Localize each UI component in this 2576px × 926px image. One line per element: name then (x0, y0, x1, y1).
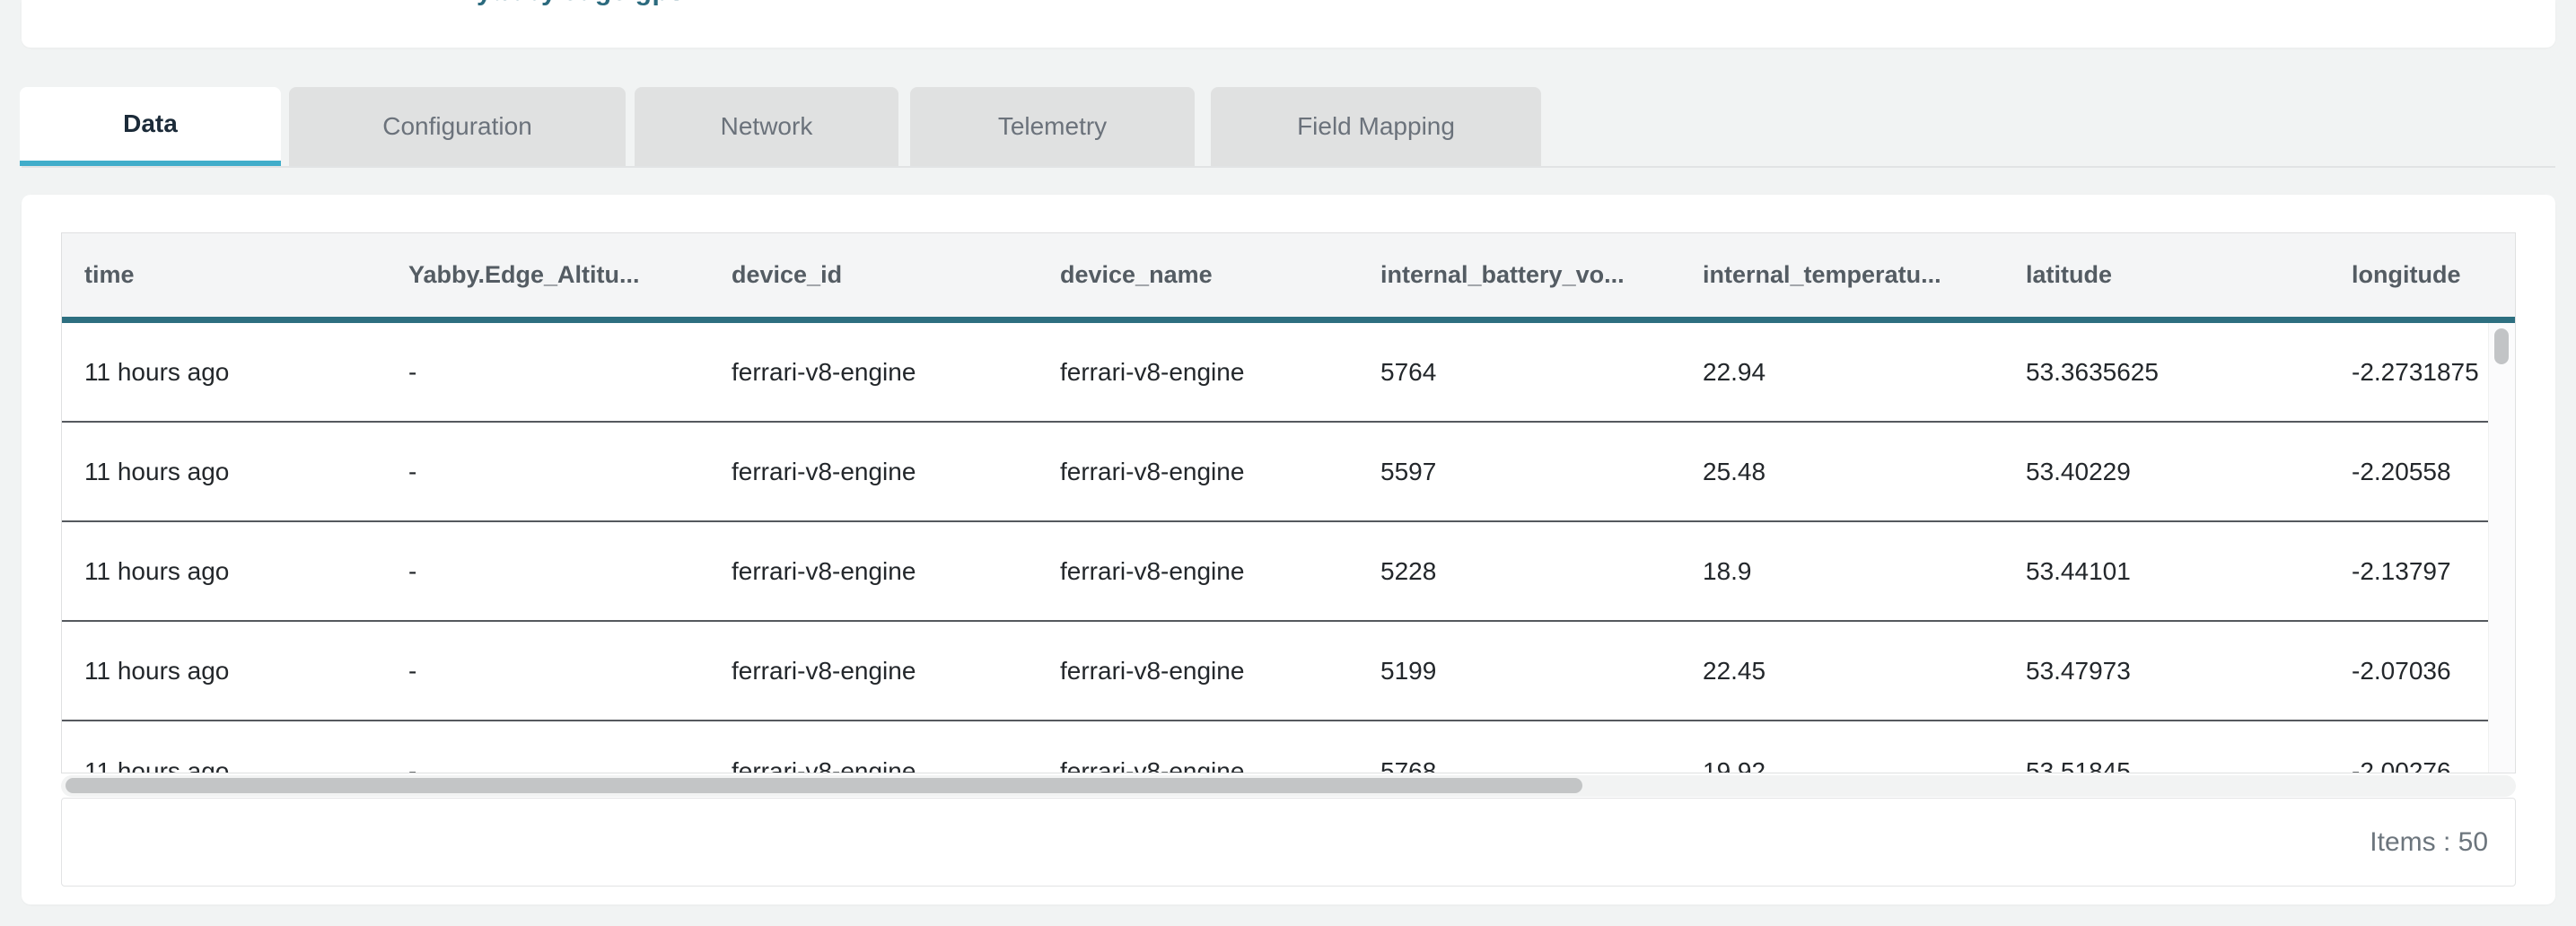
table-row[interactable]: 11 hours ago - ferrari-v8-engine ferrari-v8… (62, 721, 2515, 773)
data-tab-panel: time Yabby.Edge_Altitu... device_id device_… (22, 195, 2555, 904)
tab-network[interactable]: Network (635, 87, 898, 166)
table-cell: 11 hours ago (84, 656, 230, 685)
table-cell: - (408, 656, 417, 685)
table-cell: -2.2731875 (2352, 357, 2479, 386)
column-header: latitude (2026, 261, 2113, 288)
column-header: device_name (1060, 261, 1213, 288)
table-row[interactable]: 11 hours ago - ferrari-v8-engine ferrari-v8… (62, 423, 2515, 522)
table-cell: 11 hours ago (84, 357, 230, 386)
column-header: internal_temperatu... (1703, 261, 1941, 288)
table-cell: 53.3635625 (2026, 357, 2159, 386)
table-cell: 5228 (1380, 556, 1437, 585)
vertical-scrollbar-track[interactable] (2488, 323, 2515, 773)
tab-data[interactable]: Data (20, 87, 281, 166)
table-footer: Items : 50 (61, 798, 2516, 887)
table-cell: 11 hours ago (84, 457, 230, 485)
table-cell: 22.94 (1703, 357, 1766, 386)
table-header-accent-bar (62, 317, 2515, 323)
table-cell: ferrari-v8-engine (732, 457, 916, 485)
table-cell: 53.47973 (2026, 656, 2131, 685)
table-cell: - (408, 357, 417, 386)
table-cell: 53.40229 (2026, 457, 2131, 485)
column-header: internal_battery_vo... (1380, 261, 1625, 288)
horizontal-scrollbar-thumb[interactable] (66, 778, 1582, 793)
truncated-device-link[interactable]: yabby.edge.gps (477, 0, 685, 7)
column-header: time (84, 261, 135, 288)
table-body: 11 hours ago - ferrari-v8-engine ferrari-v8… (62, 323, 2515, 773)
table-cell: - (408, 756, 417, 773)
table-cell: ferrari-v8-engine (732, 656, 916, 685)
table-row[interactable]: 11 hours ago - ferrari-v8-engine ferrari-v8… (62, 622, 2515, 721)
tab-bar: Data Configuration Network Telemetry Field M… (0, 87, 2576, 166)
table-cell: 22.45 (1703, 656, 1766, 685)
table-cell: 18.9 (1703, 556, 1752, 585)
table-cell: -2.13797 (2352, 556, 2451, 585)
table-cell: ferrari-v8-engine (1060, 357, 1245, 386)
table-cell: -2.20558 (2352, 457, 2451, 485)
table-cell: 53.44101 (2026, 556, 2131, 585)
table-cell: ferrari-v8-engine (1060, 556, 1245, 585)
table-cell: ferrari-v8-engine (1060, 656, 1245, 685)
table-cell: ferrari-v8-engine (732, 756, 916, 773)
data-table: time Yabby.Edge_Altitu... device_id device_… (61, 232, 2516, 773)
table-row[interactable]: 11 hours ago - ferrari-v8-engine ferrari-v8… (62, 522, 2515, 622)
table-cell: -2.00276 (2352, 756, 2451, 773)
items-count-label: Items : 50 (2370, 826, 2488, 857)
table-cell: 53.51845 (2026, 756, 2131, 773)
table-cell: 11 hours ago (84, 756, 230, 773)
table-cell: 19.92 (1703, 756, 1766, 773)
column-header: Yabby.Edge_Altitu... (408, 261, 640, 288)
top-card: yabby.edge.gps (22, 0, 2555, 48)
table-cell: ferrari-v8-engine (732, 357, 916, 386)
tab-field-mapping[interactable]: Field Mapping (1211, 87, 1541, 166)
table-header-row: time Yabby.Edge_Altitu... device_id device_… (62, 233, 2515, 317)
tab-configuration[interactable]: Configuration (289, 87, 626, 166)
table-cell: 5199 (1380, 656, 1437, 685)
table-cell: 5768 (1380, 756, 1437, 773)
column-header: device_id (732, 261, 843, 288)
tab-telemetry[interactable]: Telemetry (910, 87, 1195, 166)
tab-divider (22, 166, 2555, 168)
table-cell: 25.48 (1703, 457, 1766, 485)
vertical-scrollbar-thumb[interactable] (2494, 328, 2509, 364)
table-cell: 5597 (1380, 457, 1437, 485)
table-cell: 5764 (1380, 357, 1437, 386)
column-header: longitude (2352, 261, 2461, 288)
table-cell: ferrari-v8-engine (732, 556, 916, 585)
table-cell: - (408, 457, 417, 485)
horizontal-scrollbar-track[interactable] (61, 775, 2516, 797)
table-cell: -2.07036 (2352, 656, 2451, 685)
table-row[interactable]: 11 hours ago - ferrari-v8-engine ferrari-v8… (62, 323, 2515, 423)
table-cell: ferrari-v8-engine (1060, 756, 1245, 773)
table-cell: - (408, 556, 417, 585)
table-cell: 11 hours ago (84, 556, 230, 585)
table-cell: ferrari-v8-engine (1060, 457, 1245, 485)
